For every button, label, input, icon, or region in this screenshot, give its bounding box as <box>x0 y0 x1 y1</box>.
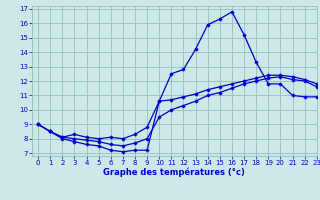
X-axis label: Graphe des températures (°c): Graphe des températures (°c) <box>103 168 245 177</box>
